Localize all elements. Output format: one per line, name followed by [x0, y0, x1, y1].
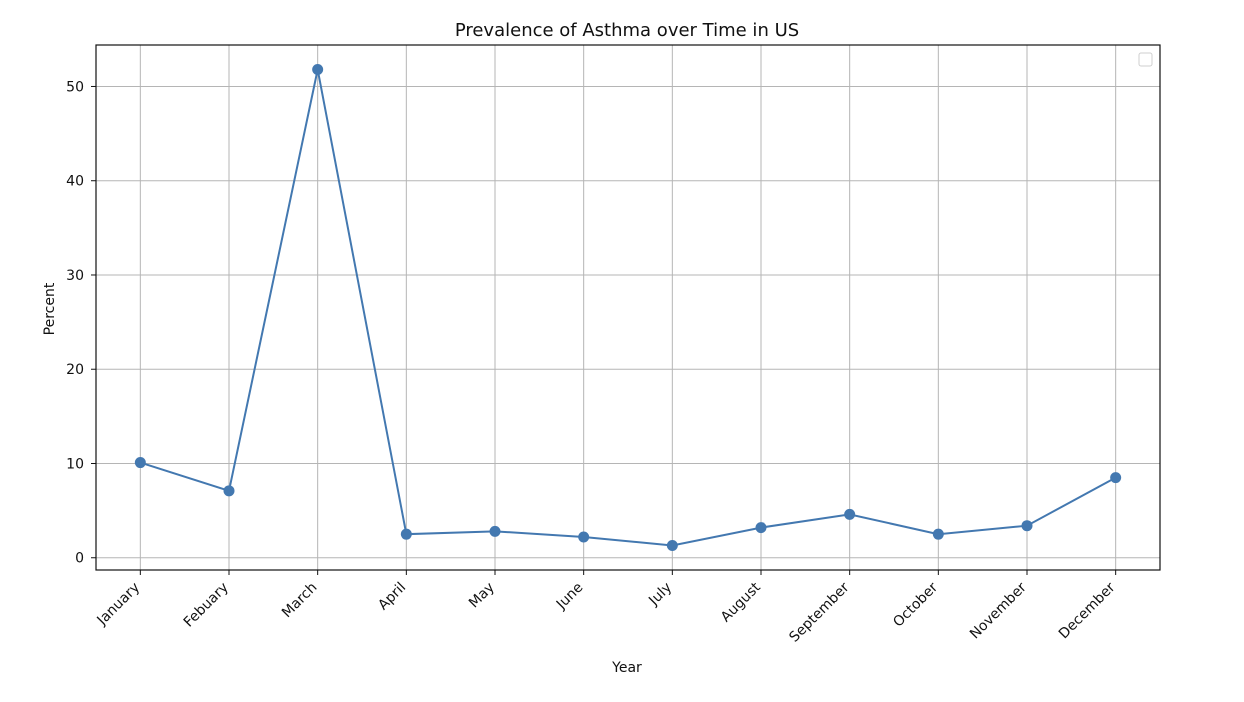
x-tick-label: November	[967, 579, 1030, 642]
x-axis-label: Year	[611, 660, 642, 676]
tick-labels: 0 10 20 30 40 50 January Febuary March April May Ju…	[66, 79, 1118, 645]
x-tick-label: December	[1056, 579, 1119, 642]
data-point	[755, 522, 767, 534]
y-tick-label: 50	[66, 79, 84, 95]
x-tick-label: March	[279, 580, 320, 621]
y-tick-label: 0	[75, 551, 84, 567]
data-point	[134, 457, 146, 469]
data-point	[578, 531, 590, 543]
x-tick-label: June	[553, 580, 587, 614]
data-point	[400, 528, 412, 540]
data-point	[1021, 520, 1033, 532]
data-point	[844, 508, 856, 520]
axes	[91, 44, 1161, 575]
series-line	[140, 69, 1117, 547]
chart-title: Prevalence of Asthma over Time in US	[455, 20, 799, 41]
data-point	[932, 528, 944, 540]
data-point	[223, 485, 235, 497]
x-tick-label: Febuary	[181, 580, 232, 631]
x-tick-label: August	[718, 579, 764, 625]
data-point	[1110, 472, 1122, 484]
y-tick-label: 20	[66, 362, 84, 378]
x-tick-label: September	[786, 579, 852, 645]
legend-box	[1138, 52, 1153, 67]
x-tick-label: May	[466, 580, 498, 612]
grid-lines	[96, 45, 1160, 570]
y-axis-label: Percent	[42, 282, 58, 335]
plot-frame	[95, 44, 1161, 571]
data-point	[312, 64, 324, 76]
x-tick-label: October	[890, 579, 941, 630]
x-tick-label: April	[375, 580, 409, 614]
data-point	[489, 525, 501, 537]
x-tick-label: July	[645, 580, 675, 610]
y-tick-label: 30	[66, 268, 84, 284]
y-tick-label: 10	[66, 456, 84, 472]
y-tick-label: 40	[66, 174, 84, 190]
series-layer	[134, 64, 1122, 551]
x-tick-label: January	[94, 580, 144, 630]
data-point	[666, 539, 678, 551]
